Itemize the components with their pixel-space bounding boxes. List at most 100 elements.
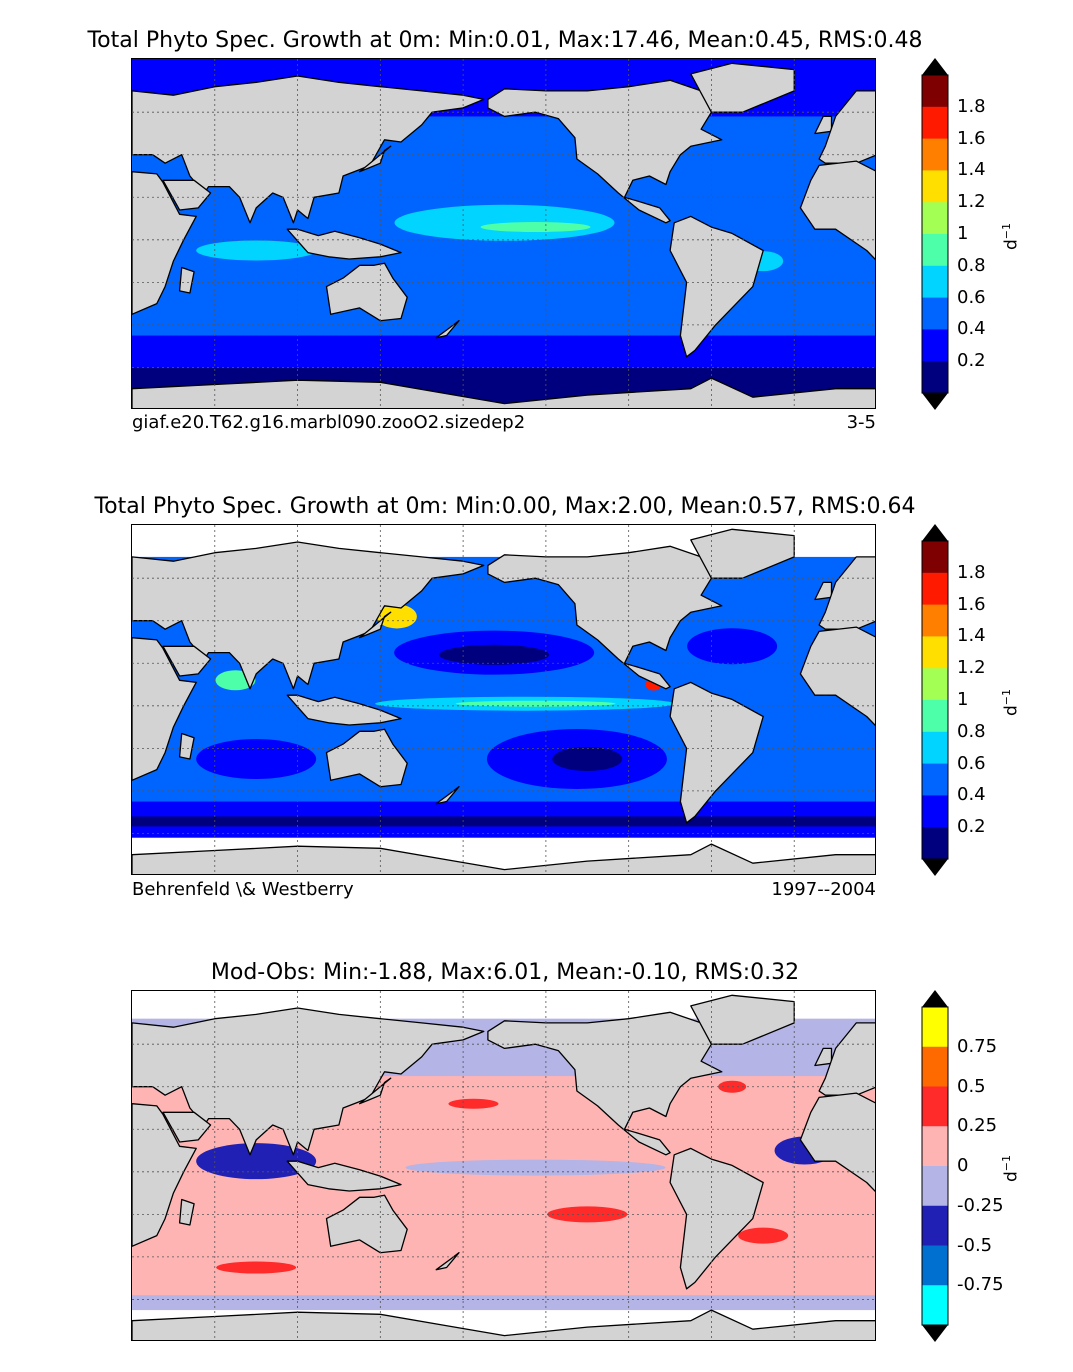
colorbar-tick-label: 0.6 xyxy=(957,752,986,774)
colorbar-unit: d−1 xyxy=(1000,1154,1022,1182)
ocean-gyre-core xyxy=(552,747,623,771)
map-layers xyxy=(132,525,875,874)
land-namerica xyxy=(487,79,723,224)
colorbar-swatch xyxy=(922,329,948,362)
map-observation xyxy=(131,524,876,875)
colorbar-tick-label: 0.4 xyxy=(957,318,986,340)
colorbar-tick-label: 0 xyxy=(957,1155,969,1176)
colorbar-swatch xyxy=(922,138,948,171)
colorbar-swatches xyxy=(921,58,949,410)
land-eurasia xyxy=(132,75,485,224)
colorbar-swatch xyxy=(922,202,948,235)
land-arabia xyxy=(162,179,212,211)
map-layers xyxy=(132,59,875,408)
colorbar-tick-label: 0.6 xyxy=(957,286,986,308)
land-nz xyxy=(435,786,460,805)
land-antarctica xyxy=(132,1309,875,1340)
colorbar-tick-label: 1.8 xyxy=(957,561,986,583)
ocean-gyre xyxy=(196,739,317,779)
colorbar-tick-label: 1.2 xyxy=(957,657,986,679)
ocean-patch xyxy=(480,222,591,233)
colorbar-swatch xyxy=(922,106,948,140)
colorbar-tick-label: 1.4 xyxy=(957,625,986,647)
colorbar xyxy=(921,58,949,410)
colorbar-tick-label: 0.4 xyxy=(957,784,986,806)
land-japan xyxy=(358,611,392,639)
colorbar-unit: d−1 xyxy=(1000,222,1022,250)
colorbar-swatch xyxy=(922,827,948,860)
colorbar-swatch xyxy=(922,541,948,574)
land-australia xyxy=(325,1194,408,1254)
land-madagascar xyxy=(178,266,195,294)
colorbar-swatch xyxy=(922,795,948,828)
ocean-positive xyxy=(216,1261,297,1274)
colorbar-frame xyxy=(921,74,949,394)
colorbar-frame xyxy=(921,1006,949,1326)
footer-left: giaf.e20.T62.g16.marbl090.zooO2.sizedep2 xyxy=(132,412,526,433)
land-uk xyxy=(814,581,833,601)
colorbar-over-arrow xyxy=(922,58,948,75)
colorbar-under-arrow xyxy=(922,859,948,876)
land-nz xyxy=(435,320,460,339)
colorbar-tick-label: 0.25 xyxy=(957,1115,998,1137)
land-samerica xyxy=(669,215,764,358)
ocean-patch xyxy=(394,204,615,241)
land-madagascar xyxy=(178,1198,195,1226)
colorbar-tick-label: 1 xyxy=(957,689,969,710)
land-europe2 xyxy=(818,556,875,630)
land-samerica xyxy=(669,681,764,824)
colorbar-tick-label: 0.5 xyxy=(957,1075,986,1097)
colorbar-tick-label: 0.2 xyxy=(957,816,986,838)
land-antarctica xyxy=(132,377,875,408)
land-eurasia xyxy=(132,1007,485,1156)
map-canvas xyxy=(132,59,875,408)
colorbar-swatch xyxy=(922,700,948,733)
colorbar-frame xyxy=(921,540,949,860)
panel-title: Total Phyto Spec. Growth at 0m: Min:0.01… xyxy=(87,28,923,53)
land-australia xyxy=(325,262,408,322)
colorbar-under-arrow xyxy=(922,393,948,410)
land-africa2 xyxy=(799,626,875,726)
colorbar-tick-label: 1.4 xyxy=(957,159,986,181)
panel-title: Total Phyto Spec. Growth at 0m: Min:0.00… xyxy=(94,494,916,519)
map-canvas xyxy=(132,525,875,874)
colorbar-over-arrow xyxy=(922,990,948,1007)
ocean-gyre-core xyxy=(439,644,550,665)
colorbar-swatches xyxy=(921,990,949,1342)
land-indonesia xyxy=(286,694,402,726)
footer-right: 1997--2004 xyxy=(771,879,876,900)
ocean-negative xyxy=(196,1143,317,1180)
land-uk xyxy=(814,1047,833,1067)
footer-left: Behrenfeld \& Westberry xyxy=(132,879,354,900)
ocean-band-polar xyxy=(132,816,875,827)
colorbar-tick-label: 0.8 xyxy=(957,254,986,276)
ocean-patch xyxy=(376,604,417,629)
panel-title: Mod-Obs: Min:-1.88, Max:6.01, Mean:-0.10… xyxy=(210,960,800,985)
land-antarctica xyxy=(132,843,875,874)
land-japan xyxy=(358,145,392,173)
colorbar-swatch xyxy=(922,75,948,108)
ocean-equatorial-core xyxy=(455,700,616,707)
colorbar-swatch xyxy=(922,1086,948,1127)
colorbar-tick-label: -0.75 xyxy=(957,1274,1004,1296)
colorbar-swatch xyxy=(922,604,948,637)
footer-right: 3-5 xyxy=(846,412,876,433)
land-japan xyxy=(358,1077,392,1105)
colorbar-swatch xyxy=(922,1245,948,1286)
colorbar-tick-label: -0.5 xyxy=(957,1234,993,1256)
colorbar-swatch xyxy=(922,265,948,299)
map-model xyxy=(131,58,876,409)
colorbar-tick-label: 1.8 xyxy=(957,95,986,117)
colorbar-tick-label: 1 xyxy=(957,223,969,244)
land-africa2 xyxy=(799,1092,875,1192)
ocean-patch xyxy=(196,240,317,261)
colorbar xyxy=(921,524,949,876)
ocean-negative xyxy=(405,1159,666,1176)
land-europe2 xyxy=(818,90,875,164)
colorbar-swatch xyxy=(922,361,948,394)
land-nz xyxy=(435,1252,460,1271)
land-namerica xyxy=(487,1011,723,1156)
colorbar-swatch xyxy=(922,636,948,669)
colorbar-swatch xyxy=(922,763,948,796)
colorbar-swatch xyxy=(922,1285,948,1326)
